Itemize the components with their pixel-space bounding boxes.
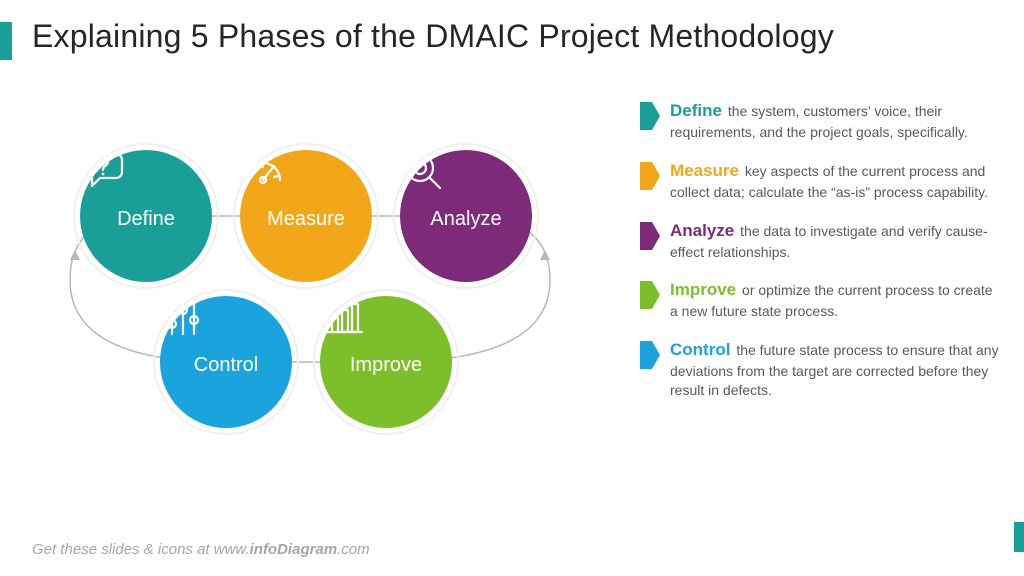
legend-item-analyze: Analyze the data to investigate and veri… bbox=[640, 220, 1000, 262]
slide-title: Explaining 5 Phases of the DMAIC Project… bbox=[32, 18, 834, 55]
pentagon-marker-icon bbox=[640, 162, 660, 190]
phase-circle-control: Control bbox=[160, 296, 292, 428]
dmaic-diagram: Define Measure Analyze Improve Control bbox=[40, 110, 600, 470]
phase-circle-define: Define bbox=[80, 150, 212, 282]
legend-item-measure: Measure key aspects of the current proce… bbox=[640, 160, 1000, 202]
phase-label-improve: Improve bbox=[350, 354, 422, 377]
legend-lead: Improve bbox=[670, 280, 736, 299]
footer-prefix: Get these slides & icons at www. bbox=[32, 541, 250, 558]
legend-text: Improve or optimize the current process … bbox=[670, 279, 1000, 321]
phase-circle-analyze: Analyze bbox=[400, 150, 532, 282]
pentagon-marker-icon bbox=[640, 281, 660, 309]
legend-lead: Measure bbox=[670, 161, 739, 180]
phase-circle-improve: Improve bbox=[320, 296, 452, 428]
phase-label-analyze: Analyze bbox=[430, 208, 501, 231]
legend-item-control: Control the future state process to ensu… bbox=[640, 339, 1000, 400]
legend-text: Control the future state process to ensu… bbox=[670, 339, 1000, 400]
footer-bold: infoDiagram bbox=[250, 541, 338, 558]
phase-label-define: Define bbox=[117, 208, 175, 231]
bottom-right-accent bbox=[1014, 522, 1024, 552]
slide: Explaining 5 Phases of the DMAIC Project… bbox=[0, 0, 1024, 576]
footer-attribution: Get these slides & icons at www.infoDiag… bbox=[32, 541, 370, 558]
legend-panel: Define the system, customers’ voice, the… bbox=[640, 100, 1000, 418]
phase-label-measure: Measure bbox=[267, 208, 345, 231]
legend-item-improve: Improve or optimize the current process … bbox=[640, 279, 1000, 321]
legend-lead: Control bbox=[670, 340, 730, 359]
footer-suffix: .com bbox=[337, 541, 370, 558]
legend-text: Analyze the data to investigate and veri… bbox=[670, 220, 1000, 262]
pentagon-marker-icon bbox=[640, 102, 660, 130]
legend-item-define: Define the system, customers’ voice, the… bbox=[640, 100, 1000, 142]
pentagon-marker-icon bbox=[640, 222, 660, 250]
title-accent-tab bbox=[0, 22, 12, 60]
legend-lead: Define bbox=[670, 101, 722, 120]
legend-text: Measure key aspects of the current proce… bbox=[670, 160, 1000, 202]
pentagon-marker-icon bbox=[640, 341, 660, 369]
legend-lead: Analyze bbox=[670, 221, 734, 240]
phase-circle-measure: Measure bbox=[240, 150, 372, 282]
phase-label-control: Control bbox=[194, 354, 258, 377]
legend-text: Define the system, customers’ voice, the… bbox=[670, 100, 1000, 142]
